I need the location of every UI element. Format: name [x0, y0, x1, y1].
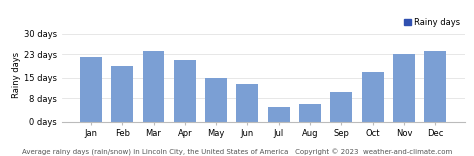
Bar [80, 57, 102, 122]
Bar [362, 72, 383, 122]
Bar [330, 92, 352, 122]
Bar [237, 84, 258, 122]
Bar [174, 60, 196, 122]
Bar [268, 107, 290, 122]
Bar [393, 54, 415, 122]
Y-axis label: Rainy days: Rainy days [12, 52, 21, 98]
Bar [299, 104, 321, 122]
Bar [111, 66, 133, 122]
Bar [205, 78, 227, 122]
Text: Average rainy days (rain/snow) in Lincoln City, the United States of America   C: Average rainy days (rain/snow) in Lincol… [22, 149, 452, 156]
Bar [424, 51, 446, 122]
Legend: Rainy days: Rainy days [404, 18, 460, 27]
Bar [143, 51, 164, 122]
